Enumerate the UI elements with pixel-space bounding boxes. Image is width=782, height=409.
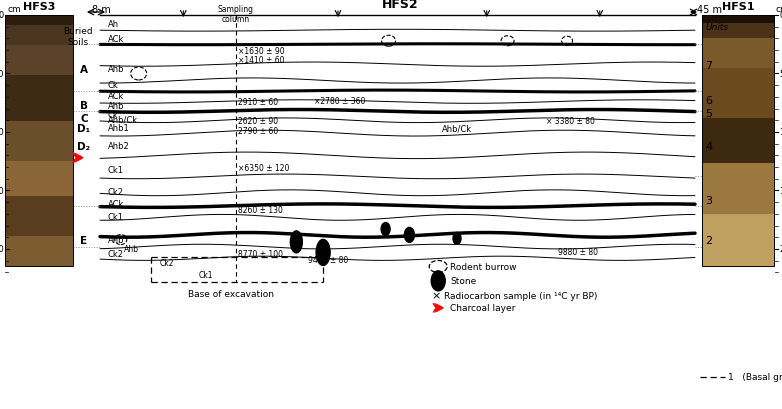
Text: Sampling
column: Sampling column [217,5,253,25]
Bar [5,121,73,162]
Text: 4: 4 [705,142,712,152]
Text: 8260 ± 130: 8260 ± 130 [238,205,282,214]
Text: 5: 5 [705,109,712,119]
Text: 2: 2 [705,235,712,245]
Ellipse shape [453,233,461,245]
Bar [702,69,774,119]
Text: 8770 ± 100: 8770 ± 100 [238,249,282,258]
Text: Radiocarbon sample (in ¹⁴C yr BP): Radiocarbon sample (in ¹⁴C yr BP) [444,291,597,300]
Text: ×6350 ± 120: ×6350 ± 120 [238,163,289,172]
Text: Ck1: Ck1 [108,212,124,221]
Text: HFS2: HFS2 [382,0,418,11]
Text: Ck: Ck [108,111,119,119]
Text: Ah: Ah [108,20,119,29]
Text: Base of excavation: Base of excavation [188,290,274,299]
Text: Rodent burrow: Rodent burrow [450,262,517,271]
Bar [702,16,774,267]
Bar [702,164,774,214]
Text: ACk: ACk [108,35,124,44]
Text: Stone: Stone [450,276,476,285]
Text: HFS3: HFS3 [23,2,56,12]
Text: 200: 200 [0,245,4,254]
Text: 2910 ± 60: 2910 ± 60 [238,98,278,107]
Text: Ck1: Ck1 [198,270,213,279]
Bar [5,16,73,267]
Text: 45 m: 45 m [697,5,722,15]
Text: Buried
Soils: Buried Soils [63,27,93,47]
Text: Ck2: Ck2 [108,249,124,258]
Text: 6: 6 [705,96,712,106]
Bar [702,214,774,267]
Text: Ahb2: Ahb2 [108,142,130,151]
Bar [5,162,73,197]
Text: 50: 50 [779,70,782,79]
Text: 200: 200 [779,245,782,254]
Text: Ck: Ck [108,80,119,89]
Text: A: A [80,65,88,74]
Text: Ck2: Ck2 [160,259,174,268]
Bar [5,197,73,237]
Text: × 3380 ± 80: × 3380 ± 80 [547,117,595,126]
Text: 0: 0 [0,11,4,20]
Text: 3: 3 [705,196,712,205]
Text: 7: 7 [705,61,712,71]
Text: 1   (Basal gravels, not visible here): 1 (Basal gravels, not visible here) [728,373,782,382]
Text: 50: 50 [0,70,4,79]
Text: Ahb/Ck: Ahb/Ck [108,115,138,124]
Text: ×2780 ± 360: ×2780 ± 360 [314,97,365,106]
Bar [702,23,774,38]
Bar [5,46,73,76]
Ellipse shape [290,231,303,253]
Text: cm: cm [7,5,21,14]
Bar [702,119,774,164]
Text: Ahb: Ahb [124,245,138,254]
Text: Ahb/Ck: Ahb/Ck [442,125,472,134]
Bar [702,38,774,69]
Text: Ahb: Ahb [108,101,124,110]
Bar [5,237,73,267]
Text: B: B [80,101,88,111]
Text: 9880 ± 80: 9880 ± 80 [558,247,598,256]
Text: Ahb: Ahb [108,236,124,245]
Ellipse shape [316,240,330,266]
Ellipse shape [404,228,414,243]
Text: 150: 150 [779,187,782,196]
Text: Charcoal layer: Charcoal layer [450,303,515,312]
Ellipse shape [431,271,445,291]
Text: D₁: D₁ [77,124,91,134]
Text: 9490 ± 80: 9490 ± 80 [308,255,349,264]
Text: C: C [81,114,88,124]
Text: Ahb: Ahb [108,65,124,74]
Text: ×1410 ± 60: ×1410 ± 60 [238,56,284,65]
Text: 2790 ± 60: 2790 ± 60 [238,127,278,136]
Text: HFS1: HFS1 [722,2,755,12]
Text: Units: Units [705,23,728,32]
Bar [702,16,774,23]
Text: 2620 ± 90: 2620 ± 90 [238,117,278,126]
Bar [5,26,73,46]
Text: ×1630 ± 90: ×1630 ± 90 [238,47,285,56]
Text: cm: cm [776,5,782,14]
Text: 100: 100 [779,128,782,137]
Text: ACk: ACk [108,199,124,208]
Bar [5,16,73,26]
Text: Ck2: Ck2 [108,188,124,197]
Text: ×: × [432,290,441,301]
Bar [5,76,73,121]
Text: D₂: D₂ [77,142,91,152]
Text: 100: 100 [0,128,4,137]
Ellipse shape [381,223,390,236]
Text: Ahb1: Ahb1 [108,124,130,133]
Text: Ck1: Ck1 [108,166,124,175]
Text: 8 m: 8 m [92,5,111,15]
Text: 0: 0 [779,11,782,20]
Text: 150: 150 [0,187,4,196]
Text: E: E [81,235,88,245]
Text: ACk: ACk [108,92,124,101]
